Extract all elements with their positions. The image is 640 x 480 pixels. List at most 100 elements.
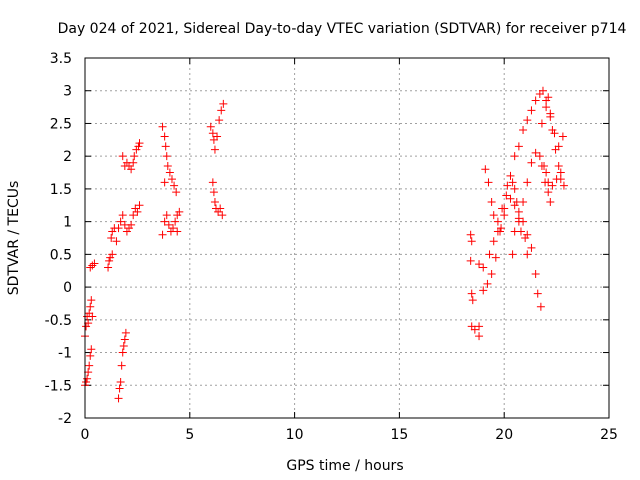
data-point-plus: [493, 217, 502, 226]
data-point-plus: [523, 178, 532, 187]
data-point-plus: [129, 211, 138, 220]
series-arc-11: [208, 178, 227, 220]
series-arc-05: [112, 201, 144, 246]
data-point-plus: [119, 342, 128, 350]
data-point-plus: [158, 122, 167, 131]
data-point-plus: [519, 126, 528, 134]
data-point-plus: [163, 162, 172, 170]
y-tick-label: -1: [58, 346, 72, 362]
data-point-plus: [531, 148, 540, 157]
data-point-plus: [466, 256, 475, 265]
data-point-plus: [521, 234, 530, 242]
data-point-plus: [117, 361, 126, 370]
plot-frame: [84, 57, 610, 419]
data-point-plus: [213, 132, 222, 141]
data-point-plus: [531, 96, 540, 105]
data-point-plus: [523, 250, 532, 259]
data-point-plus: [88, 312, 97, 321]
data-point-plus: [218, 211, 227, 220]
data-point-plus: [107, 234, 116, 242]
x-axis-label: GPS time / hours: [286, 458, 403, 474]
data-point-plus: [467, 237, 476, 246]
data-point-plus: [546, 109, 555, 118]
data-point-plus: [135, 201, 144, 210]
data-point-plus: [127, 165, 136, 174]
data-point-plus: [544, 93, 553, 102]
data-point-plus: [531, 270, 540, 278]
data-point-plus: [86, 302, 95, 311]
data-point-plus: [118, 211, 127, 220]
data-point-plus: [175, 207, 184, 216]
data-point-plus: [514, 217, 523, 226]
data-point-plus: [556, 168, 565, 177]
series-arc-12: [466, 230, 484, 341]
data-point-plus: [466, 230, 475, 239]
data-point-plus: [160, 178, 169, 187]
data-point-plus: [508, 250, 517, 259]
data-point-plus: [162, 152, 171, 161]
y-tick-label: 1: [63, 215, 72, 231]
data-point-plus: [106, 253, 115, 262]
data-point-plus: [503, 181, 512, 190]
data-point-plus: [535, 152, 544, 161]
series-arc-17: [510, 86, 567, 161]
data-point-plus: [86, 263, 95, 272]
data-point-plus: [475, 322, 484, 331]
data-point-plus: [479, 263, 488, 272]
data-point-plus: [502, 191, 511, 200]
y-tick-label: 0.5: [50, 247, 72, 263]
data-point-plus: [160, 132, 169, 141]
series-arc-02: [81, 345, 96, 390]
data-point-plus: [467, 289, 476, 298]
data-point-plus: [85, 361, 94, 370]
data-point-plus: [510, 184, 519, 193]
data-point-plus: [129, 158, 138, 167]
data-point-plus: [173, 227, 182, 236]
data-point-plus: [210, 145, 219, 154]
data-point-plus: [470, 325, 479, 334]
y-axis-label: SDTVAR / TECUs: [6, 181, 22, 296]
data-point-plus: [510, 227, 519, 236]
series-arc-15: [481, 165, 509, 236]
data-point-plus: [169, 224, 178, 233]
ticks-layer: -2 -1.5 -1 -0.5 0 0.5 1 1.5 2 2.5 3 3.5 0 5 10 15 20 25: [45, 51, 618, 443]
data-point-plus: [548, 181, 557, 190]
data-point-plus: [206, 122, 215, 131]
data-point-plus: [548, 126, 557, 134]
data-point-plus: [514, 142, 523, 151]
x-tick-label: 10: [286, 427, 304, 443]
data-point-plus: [121, 328, 130, 337]
data-point-plus: [487, 198, 496, 206]
data-point-plus: [487, 270, 496, 278]
data-point-plus: [87, 345, 96, 354]
data-point-plus: [82, 322, 91, 331]
data-point-plus: [481, 165, 490, 174]
data-point-plus: [540, 162, 549, 170]
data-point-plus: [519, 198, 528, 206]
data-point-plus: [114, 394, 123, 403]
data-point-plus: [158, 230, 167, 239]
data-point-plus: [559, 181, 568, 190]
data-point-plus: [133, 207, 142, 216]
data-point-plus: [165, 168, 174, 177]
data-point-plus: [122, 227, 131, 236]
y-tick-label: 2: [63, 149, 72, 165]
data-point-plus: [90, 259, 99, 268]
data-point-plus: [550, 129, 559, 138]
data-point-plus: [114, 224, 123, 233]
data-point-plus: [120, 335, 129, 344]
data-point-plus: [170, 181, 179, 190]
data-point-plus: [551, 145, 560, 154]
data-point-plus: [554, 162, 563, 170]
data-point-plus: [172, 188, 181, 197]
series-arc-04: [104, 224, 119, 272]
data-point-plus: [536, 302, 545, 311]
data-point-plus: [125, 224, 134, 233]
data-point-plus: [214, 207, 223, 216]
data-point-plus: [83, 374, 92, 383]
data-point-plus: [510, 201, 519, 210]
data-point-plus: [112, 237, 121, 246]
data-point-plus: [108, 227, 117, 236]
data-point-plus: [489, 211, 498, 220]
